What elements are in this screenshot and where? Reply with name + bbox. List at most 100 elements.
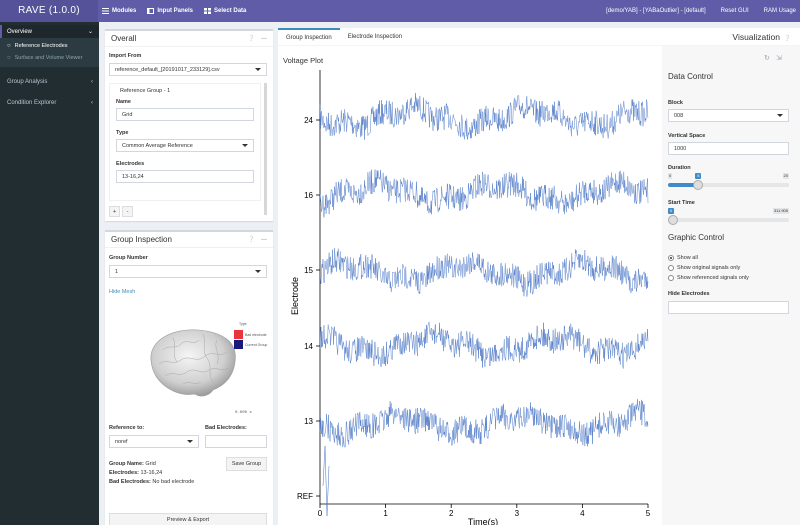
y-tick-label: REF (297, 492, 313, 501)
caret-down-icon (187, 440, 193, 443)
ram-usage-link[interactable]: RAM Usage (763, 8, 796, 14)
brain-viewer[interactable]: Type Bad electrode Current Group 0.000 s (143, 320, 273, 420)
hide-electrodes-input[interactable] (668, 301, 789, 314)
duration-min: 0 (668, 173, 673, 179)
import-from-select[interactable]: reference_default_[20191017_233129].csv (109, 63, 267, 76)
minimize-icon[interactable]: — (261, 236, 267, 243)
radio-button[interactable] (668, 275, 674, 281)
voltage-plot[interactable]: Electrode Time(s) 24 16 15 14 13 REF 0 1 2 3 4 5 (278, 46, 662, 525)
panel-icon (147, 8, 155, 14)
reference-group-box: Reference Group - 1 Name Grid Type Commo… (109, 83, 261, 201)
reference-to-select[interactable]: noref (109, 435, 199, 448)
select-data-label: Select Data (214, 8, 247, 14)
help-icon[interactable]: ❔ (247, 36, 255, 42)
radio-label: Show all (677, 255, 698, 261)
hide-electrodes-label: Hide Electrodes (668, 291, 710, 297)
add-group-button[interactable]: + (109, 206, 120, 217)
panel-tools: ❔ — (242, 236, 267, 244)
reference-group-header: Reference Group - 1 (120, 88, 171, 94)
plot-panel: Voltage Plot Electrode Time(s) 24 16 15 14 1… (278, 46, 662, 525)
signal-trace-13 (319, 399, 649, 448)
start-time-handle[interactable] (668, 215, 678, 225)
sidebar-item-surface-volume[interactable]: ○ Surface and Volume Viewer (0, 52, 99, 64)
overall-panel: Overall ❔ — Import From reference_defaul… (105, 29, 273, 221)
import-from-label: Import From (109, 53, 142, 59)
group-number-select[interactable]: 1 (109, 265, 267, 278)
electrodes-value: 13-16,24 (122, 173, 144, 180)
refresh-icon[interactable]: ↻ (764, 55, 770, 62)
remove-group-button[interactable]: - (122, 206, 133, 217)
import-from-value: reference_default_[20191017_233129].csv (115, 66, 220, 73)
group-summary: Group Name: Grid Electrodes: 13-16,24 Ba… (109, 460, 194, 487)
expand-icon[interactable]: ⇲ (776, 55, 782, 62)
grid-icon (204, 8, 212, 14)
group-number-value: 1 (115, 268, 119, 275)
duration-fill (668, 183, 699, 187)
chevron-left-icon: ‹ (91, 79, 93, 85)
block-select[interactable]: 008 (668, 109, 789, 122)
duration-value-tag: 5 (695, 173, 702, 179)
vertical-space-input[interactable]: 1000 (668, 142, 789, 155)
name-input[interactable]: Grid (116, 108, 254, 121)
caret-down-icon (242, 144, 248, 147)
app-title[interactable]: RAVE (1.0.0) (0, 0, 98, 22)
modules-menu[interactable]: Modules (102, 8, 136, 14)
summary-electrodes-label: Electrodes: (109, 470, 139, 476)
input-panels-label: Input Panels (157, 8, 194, 14)
radio-show-original[interactable]: Show original signals only (668, 263, 749, 273)
hide-mesh-link[interactable]: Hide Mesh (109, 289, 136, 295)
preview-export-button[interactable]: Preview & Export (109, 513, 267, 525)
tab-group-inspection[interactable]: Group Inspection (278, 28, 340, 46)
project-label[interactable]: [demo/YAB] - [YABaOutlier] - [default] (606, 8, 706, 14)
reference-to-label: Reference to: (109, 425, 145, 431)
x-tick-label: 5 (646, 509, 651, 518)
tab-electrode-inspection[interactable]: Electrode Inspection (347, 34, 403, 40)
modules-label: Modules (112, 8, 137, 14)
reference-to-value: noref (115, 438, 128, 445)
electrodes-input[interactable]: 13-16,24 (116, 170, 254, 183)
sidebar-item-label: Overview (7, 28, 33, 35)
type-select[interactable]: Common Average Reference (116, 139, 254, 152)
electrodes-label: Electrodes (116, 161, 145, 167)
type-value: Common Average Reference (122, 142, 193, 149)
panel-scrollbar[interactable] (264, 83, 267, 215)
radio-button[interactable] (668, 255, 674, 261)
top-right-nav: [demo/YAB] - [YABaOutlier] - [default] R… (591, 0, 796, 22)
sidebar-item-reference-electrodes[interactable]: ○ Reference Electrodes (0, 40, 99, 52)
duration-handle[interactable] (693, 180, 704, 190)
help-icon[interactable]: ❔ (247, 237, 255, 243)
name-label: Name (116, 99, 131, 105)
duration-slider[interactable]: 0 20 5 (668, 173, 789, 191)
input-panels-menu[interactable]: Input Panels (147, 8, 193, 14)
x-tick-label: 3 (515, 509, 520, 518)
help-icon[interactable]: ❔ (783, 36, 791, 42)
caret-down-icon (255, 270, 261, 273)
select-data-menu[interactable]: Select Data (204, 8, 246, 14)
sidebar-item-condition-explorer[interactable]: Condition Explorer ‹ (0, 97, 99, 109)
x-tick-label: 4 (580, 509, 585, 518)
radio-show-all[interactable]: Show all (668, 253, 749, 263)
start-time-max: 311.905 (772, 208, 789, 214)
summary-electrodes: 13-16,24 (140, 470, 163, 476)
x-axis-label: Time(s) (468, 517, 498, 525)
sidebar-item-overview[interactable]: Overview ⌄ (0, 25, 99, 38)
radio-button[interactable] (668, 265, 674, 271)
bad-electrodes-input[interactable] (205, 435, 267, 448)
vertical-space-label: Vertical Space (668, 133, 706, 139)
reset-gui-link[interactable]: Reset GUI (720, 8, 749, 14)
y-tick-label: 16 (304, 191, 313, 200)
panel-header: Overall ❔ — (105, 31, 273, 47)
data-control-title: Data Control (668, 72, 713, 81)
y-tick-label: 14 (304, 342, 313, 351)
start-time-slider[interactable]: 0 311.905 (668, 208, 789, 226)
menu-icon (102, 8, 109, 14)
x-tick-label: 0 (318, 509, 323, 518)
sidebar-item-group-analysis[interactable]: Group Analysis ‹ (0, 76, 99, 88)
radio-show-referenced[interactable]: Show referenced signals only (668, 273, 749, 283)
sidebar-item-label: Group Analysis (7, 79, 48, 85)
sidebar-item-label: Reference Electrodes (14, 43, 68, 49)
save-group-button[interactable]: Save Group (226, 457, 267, 471)
data-control-panel: Data Control Block 008 Vertical Space 10… (662, 46, 800, 525)
minimize-icon[interactable]: — (261, 35, 267, 42)
y-tick-label: 15 (304, 266, 313, 275)
